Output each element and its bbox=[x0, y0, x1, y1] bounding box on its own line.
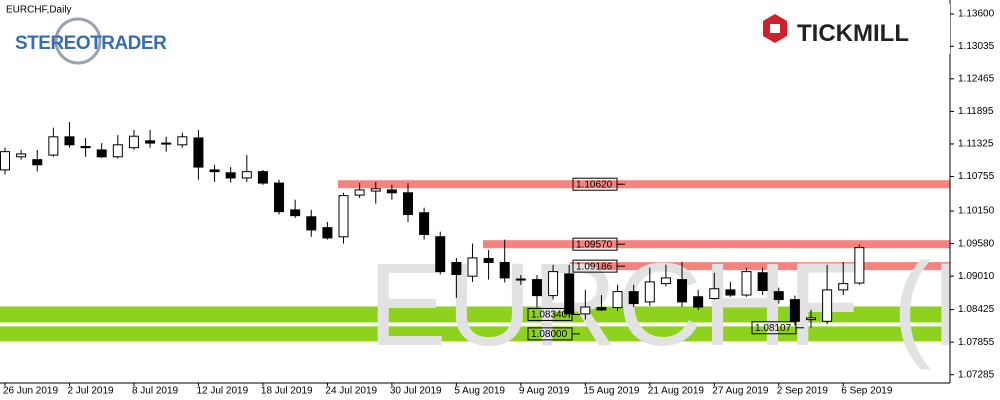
y-tick-label: 1.13600 bbox=[958, 9, 995, 20]
x-tick-label: 8 Jul 2019 bbox=[132, 386, 179, 397]
candle-body bbox=[16, 153, 27, 158]
candle-body bbox=[209, 169, 220, 173]
x-tick-label: 5 Aug 2019 bbox=[454, 386, 505, 397]
candle-body bbox=[435, 236, 446, 273]
candle-body bbox=[48, 136, 59, 156]
price-tag: 1.08000 bbox=[531, 329, 568, 340]
x-tick-label: 24 Jul 2019 bbox=[325, 386, 377, 397]
y-tick-label: 1.08425 bbox=[958, 304, 995, 315]
candle-body bbox=[193, 137, 204, 168]
candle-body bbox=[596, 307, 607, 311]
candle-body bbox=[112, 144, 123, 158]
candle-body bbox=[693, 296, 704, 308]
candle-body bbox=[225, 172, 236, 179]
candle-body bbox=[822, 289, 833, 322]
candle-body bbox=[257, 171, 268, 184]
watermark: EURCHF (D1) bbox=[368, 239, 1000, 371]
candle-body bbox=[757, 272, 768, 291]
price-tag: 1.10620 bbox=[576, 179, 613, 190]
y-tick-label: 1.09010 bbox=[958, 271, 995, 282]
x-tick-label: 27 Aug 2019 bbox=[712, 386, 769, 397]
y-tick-label: 1.11895 bbox=[958, 106, 994, 117]
candle-body bbox=[370, 188, 381, 192]
brand-left: STEREOTRADER bbox=[15, 33, 167, 54]
candle-body bbox=[338, 195, 349, 238]
logo-right: TICKMILL bbox=[752, 4, 950, 54]
price-tag: 1.09570 bbox=[576, 239, 613, 250]
candle-body bbox=[354, 189, 365, 196]
candle-body bbox=[274, 182, 285, 213]
chart-title: EURCHF,Daily bbox=[6, 5, 72, 16]
candle-body bbox=[854, 247, 865, 284]
candle-body bbox=[80, 146, 91, 149]
candle-body bbox=[709, 288, 720, 299]
level-band bbox=[483, 240, 950, 249]
candle-body bbox=[773, 291, 784, 301]
level-band bbox=[570, 262, 950, 271]
price-tag: 1.09186 bbox=[576, 261, 613, 272]
candle-body bbox=[628, 291, 639, 305]
candle-body bbox=[612, 291, 623, 309]
candle-body bbox=[564, 273, 575, 315]
x-tick-label: 21 Aug 2019 bbox=[648, 386, 705, 397]
candle-body bbox=[789, 299, 800, 322]
logo-left: STEREOTRADER bbox=[15, 17, 168, 65]
candle-body bbox=[483, 257, 494, 263]
candle-body bbox=[177, 136, 188, 146]
x-tick-label: 9 Aug 2019 bbox=[519, 386, 570, 397]
brand-right: TICKMILL bbox=[797, 20, 909, 47]
candle-body bbox=[290, 209, 301, 217]
x-tick-label: 2 Jul 2019 bbox=[67, 386, 114, 397]
candle-body bbox=[451, 261, 462, 275]
y-tick-label: 1.09580 bbox=[958, 238, 995, 249]
y-tick-label: 1.10150 bbox=[958, 206, 995, 217]
candle-body bbox=[0, 151, 10, 171]
price-tag: 1.08340 bbox=[531, 310, 568, 321]
candle-body bbox=[644, 281, 655, 303]
x-tick-label: 2 Sep 2019 bbox=[777, 386, 829, 397]
candle-body bbox=[322, 227, 333, 239]
candle-body bbox=[499, 261, 510, 279]
x-tick-label: 6 Sep 2019 bbox=[841, 386, 893, 397]
candle-body bbox=[128, 135, 139, 149]
y-tick-label: 1.11325 bbox=[958, 139, 994, 150]
x-tick-label: 18 Jul 2019 bbox=[261, 386, 313, 397]
candle-body bbox=[145, 140, 156, 144]
y-tick-label: 1.07855 bbox=[958, 337, 995, 348]
level-band bbox=[338, 180, 950, 189]
candle-body bbox=[725, 289, 736, 296]
candle-body bbox=[515, 278, 526, 281]
candle-body bbox=[161, 142, 172, 145]
price-tag: 1.08107 bbox=[755, 323, 792, 334]
y-tick-label: 1.12465 bbox=[958, 73, 995, 84]
level-band bbox=[0, 326, 950, 342]
x-tick-label: 26 Jun 2019 bbox=[3, 386, 58, 397]
candle-body bbox=[419, 212, 430, 235]
candle-body bbox=[806, 317, 816, 321]
y-tick-label: 1.07285 bbox=[958, 369, 995, 380]
candle-body bbox=[96, 149, 107, 158]
candle-body bbox=[241, 171, 252, 179]
candle-body bbox=[548, 271, 559, 297]
candle-body bbox=[32, 159, 43, 166]
candle-body bbox=[660, 277, 671, 285]
candle-body bbox=[580, 306, 591, 315]
candle-body bbox=[64, 136, 75, 146]
level-band bbox=[0, 306, 950, 323]
candle-body bbox=[838, 283, 849, 291]
candle-body bbox=[467, 257, 478, 277]
candle-body bbox=[741, 271, 752, 296]
candle-body bbox=[531, 279, 542, 297]
y-tick-label: 1.13035 bbox=[958, 41, 995, 52]
x-tick-label: 12 Jul 2019 bbox=[196, 386, 248, 397]
candle-body bbox=[386, 189, 397, 194]
x-tick-label: 15 Aug 2019 bbox=[583, 386, 640, 397]
x-tick-label: 30 Jul 2019 bbox=[390, 386, 442, 397]
y-tick-label: 1.10755 bbox=[958, 171, 995, 182]
candle-body bbox=[403, 192, 413, 215]
candle-body bbox=[306, 216, 317, 231]
candle-body bbox=[677, 279, 688, 303]
